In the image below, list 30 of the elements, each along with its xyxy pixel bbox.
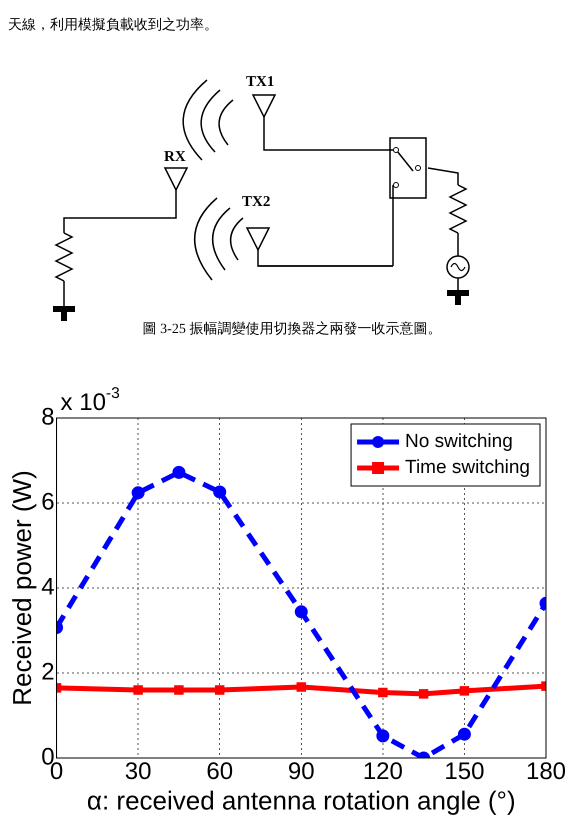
text: 天線，利用模擬負載收到之功率。 (8, 16, 218, 34)
point (132, 486, 145, 500)
point (214, 685, 224, 695)
x-tick-label: 90 (288, 758, 315, 786)
point (376, 729, 390, 742)
x-tick-label: 120 (362, 758, 403, 786)
x-tick-label: 30 (124, 758, 152, 786)
caption: 圖 3-25 振幅調變使用切換器之兩發一收示意圖。 (142, 320, 442, 338)
y-tick-label: 4 (41, 574, 55, 601)
point (172, 466, 186, 479)
circuit-diagram: TX1 RX TX2 (53, 74, 470, 321)
point (174, 685, 184, 695)
point (460, 686, 470, 696)
y-tick-label: 2 (41, 658, 55, 686)
point (458, 728, 471, 741)
x-tick-label: 180 (526, 758, 566, 786)
x-tick-label: 60 (206, 758, 234, 786)
point (133, 685, 143, 695)
point (294, 605, 308, 618)
legend-label: No switching (405, 431, 513, 452)
point (213, 485, 226, 498)
legend-label: Time switching (405, 457, 530, 478)
point (296, 682, 306, 692)
y-tick-label: 6 (41, 488, 55, 516)
x-axis-title: α: received antenna rotation angle (°) (86, 786, 516, 816)
point (378, 688, 388, 698)
point (418, 689, 428, 699)
x-tick-label: 150 (444, 758, 484, 786)
y-tick-label: 8 (41, 404, 55, 431)
y-axis-title: Received power (W) (6, 470, 37, 706)
